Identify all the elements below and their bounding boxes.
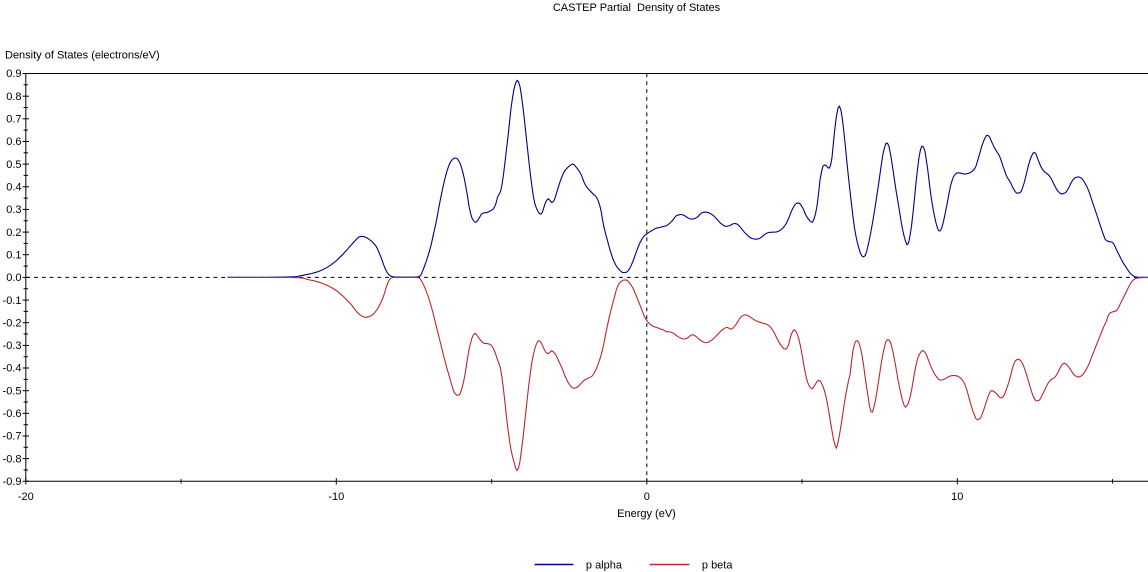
svg-text:10: 10 — [951, 491, 963, 503]
svg-text:0.6: 0.6 — [6, 136, 21, 148]
svg-text:0: 0 — [644, 491, 650, 503]
svg-text:-0.3: -0.3 — [3, 340, 22, 352]
svg-text:p beta: p beta — [702, 560, 733, 572]
svg-text:Energy (eV): Energy (eV) — [617, 508, 676, 520]
svg-text:0.2: 0.2 — [6, 227, 21, 239]
svg-text:0.1: 0.1 — [6, 249, 21, 261]
svg-text:-0.9: -0.9 — [3, 476, 22, 488]
svg-text:-20: -20 — [18, 491, 34, 503]
svg-text:p alpha: p alpha — [586, 560, 623, 572]
svg-text:0.4: 0.4 — [6, 182, 21, 194]
svg-text:-10: -10 — [328, 491, 344, 503]
svg-text:-0.8: -0.8 — [3, 453, 22, 465]
svg-text:-0.5: -0.5 — [3, 385, 22, 397]
svg-text:-0.2: -0.2 — [3, 317, 22, 329]
svg-text:-0.6: -0.6 — [3, 408, 22, 420]
svg-text:0.8: 0.8 — [6, 91, 21, 103]
svg-text:0.7: 0.7 — [6, 114, 21, 126]
svg-text:0.3: 0.3 — [6, 204, 21, 216]
svg-text:-0.4: -0.4 — [3, 363, 22, 375]
svg-text:Density of States (electrons/e: Density of States (electrons/eV) — [5, 50, 160, 62]
svg-text:0.5: 0.5 — [6, 159, 21, 171]
svg-text:0.0: 0.0 — [6, 272, 21, 284]
svg-text:-0.1: -0.1 — [3, 295, 22, 307]
svg-text:0.9: 0.9 — [6, 68, 21, 80]
svg-text:CASTEP Partial Density of Sta: CASTEP Partial Density of States — [553, 2, 721, 14]
svg-text:-0.7: -0.7 — [3, 431, 22, 443]
